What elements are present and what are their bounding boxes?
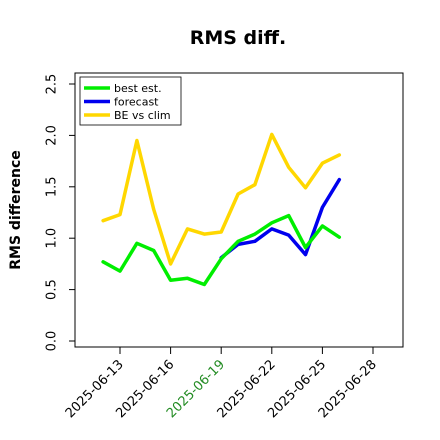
- plot-frame: [74, 72, 404, 348]
- y-tick-label: 2.5: [45, 74, 60, 95]
- y-tick-label: 1.5: [45, 176, 60, 197]
- legend-label: forecast: [114, 96, 159, 109]
- series-line-forecast: [219, 177, 342, 260]
- legend-label: BE vs clim: [114, 109, 171, 122]
- y-tick-label: 2.0: [45, 125, 60, 146]
- series-line-be-vs-clim: [101, 132, 342, 266]
- y-axis-label: RMS difference: [8, 150, 24, 270]
- plot-series: [101, 132, 342, 287]
- legend-label: best est.: [114, 82, 162, 95]
- series-line-best-est-: [101, 213, 342, 287]
- y-tick-label: 1.0: [45, 228, 60, 249]
- y-tick-label: 0.0: [45, 331, 60, 352]
- y-tick-label: 0.5: [45, 279, 60, 300]
- chart-title: RMS diff.: [190, 27, 287, 49]
